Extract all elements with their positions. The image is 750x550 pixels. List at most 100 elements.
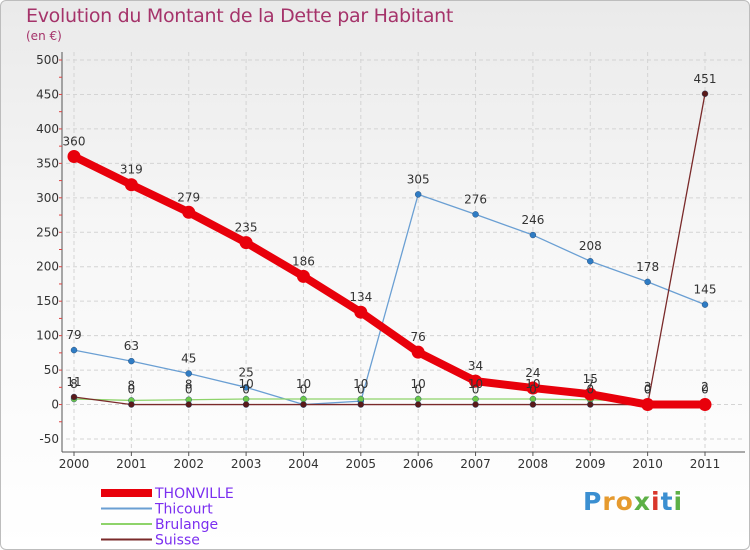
data-point	[242, 395, 250, 403]
x-tick-label: 2009	[575, 457, 606, 471]
data-point	[185, 370, 192, 377]
data-label: 10	[353, 377, 368, 391]
logo-letter: x	[633, 487, 651, 516]
data-point	[641, 398, 655, 412]
data-label: 11	[66, 375, 81, 389]
data-point	[357, 395, 365, 403]
data-label: 8	[70, 377, 78, 391]
x-tick-label: 2011	[690, 457, 721, 471]
y-tick-label: 250	[36, 225, 59, 239]
data-label: 276	[464, 192, 487, 206]
data-point	[472, 211, 479, 218]
x-tick-label: 2001	[116, 457, 147, 471]
data-point	[529, 231, 537, 239]
data-label: 15	[583, 372, 598, 386]
y-tick-label: 450	[36, 87, 59, 101]
y-tick-label: 200	[36, 260, 59, 274]
data-label: 0	[586, 383, 594, 397]
data-point	[587, 401, 594, 408]
x-tick-label: 2002	[173, 457, 204, 471]
series-line-brulange	[73, 398, 705, 403]
data-label: 7	[586, 378, 594, 392]
data-label: 24	[525, 366, 540, 380]
data-label: 25	[238, 365, 253, 379]
logo-letter: t	[660, 487, 674, 516]
data-point	[128, 401, 135, 408]
data-point	[354, 305, 368, 319]
y-tick-label: -50	[39, 432, 59, 446]
chart-subtitle: (en €)	[26, 29, 62, 43]
series-line-thonville	[72, 152, 705, 409]
data-label: 0	[357, 383, 365, 397]
data-label: 76	[411, 330, 426, 344]
x-tick-label: 2006	[403, 457, 434, 471]
x-tick-label: 2000	[59, 457, 90, 471]
data-point	[587, 258, 594, 265]
data-point	[411, 345, 425, 359]
data-label: 63	[124, 339, 139, 353]
data-point	[296, 269, 310, 283]
logo-letter: i	[651, 487, 661, 516]
data-label: 10	[411, 377, 426, 391]
data-label: 145	[694, 283, 717, 297]
data-label: 178	[636, 260, 659, 274]
data-point	[472, 395, 479, 403]
x-tick-label: 2007	[460, 457, 491, 471]
x-tick-label: 2003	[231, 457, 262, 471]
data-label: 0	[472, 383, 480, 397]
data-label: 10	[238, 377, 253, 391]
data-point	[242, 384, 250, 391]
data-label: 8	[185, 378, 193, 392]
data-point	[70, 393, 78, 401]
x-tick-label: 2004	[288, 457, 319, 471]
data-point	[583, 387, 597, 401]
data-label: 360	[63, 134, 86, 148]
data-point	[529, 401, 537, 408]
data-label: 235	[235, 221, 258, 235]
data-point	[414, 395, 422, 403]
data-point	[414, 401, 422, 408]
data-point	[67, 149, 81, 163]
data-label: 208	[579, 239, 602, 253]
data-point	[701, 90, 709, 97]
data-point	[414, 191, 422, 198]
data-label: 134	[349, 290, 372, 304]
y-tick-label: 0	[51, 398, 59, 412]
data-label: 246	[521, 213, 544, 227]
data-label: 10	[468, 377, 483, 391]
logo-letter: r	[602, 487, 616, 516]
data-label: 79	[66, 328, 81, 342]
data-label: 451	[694, 72, 717, 86]
data-point	[300, 401, 307, 408]
series-line-suisse	[73, 93, 706, 406]
data-label: 319	[120, 163, 143, 177]
data-point	[242, 401, 250, 408]
data-point	[472, 401, 479, 408]
proxiti-logo: Proxiti	[583, 487, 683, 516]
series-line-thicourt	[73, 193, 706, 406]
data-label: 45	[181, 352, 196, 366]
data-label: 0	[242, 383, 250, 397]
data-label: 34	[468, 359, 483, 373]
data-label: 0	[414, 383, 422, 397]
grid	[66, 52, 745, 452]
y-tick-label: 100	[36, 329, 59, 343]
data-label: 0	[529, 383, 537, 397]
y-tick-label: 50	[44, 363, 59, 377]
data-point	[128, 357, 135, 365]
y-tick-label: 150	[36, 294, 59, 308]
logo-letter: o	[615, 487, 634, 516]
x-tick-label: 2008	[518, 457, 549, 471]
data-point	[529, 395, 537, 403]
y-tick-label: 500	[36, 53, 59, 67]
logo-letter: P	[583, 487, 603, 516]
y-tick-label: 350	[36, 156, 59, 170]
data-point	[357, 401, 365, 408]
data-point	[698, 398, 712, 412]
data-label: 10	[525, 377, 540, 391]
data-label: 0	[300, 383, 308, 397]
data-label: 0	[701, 383, 709, 397]
